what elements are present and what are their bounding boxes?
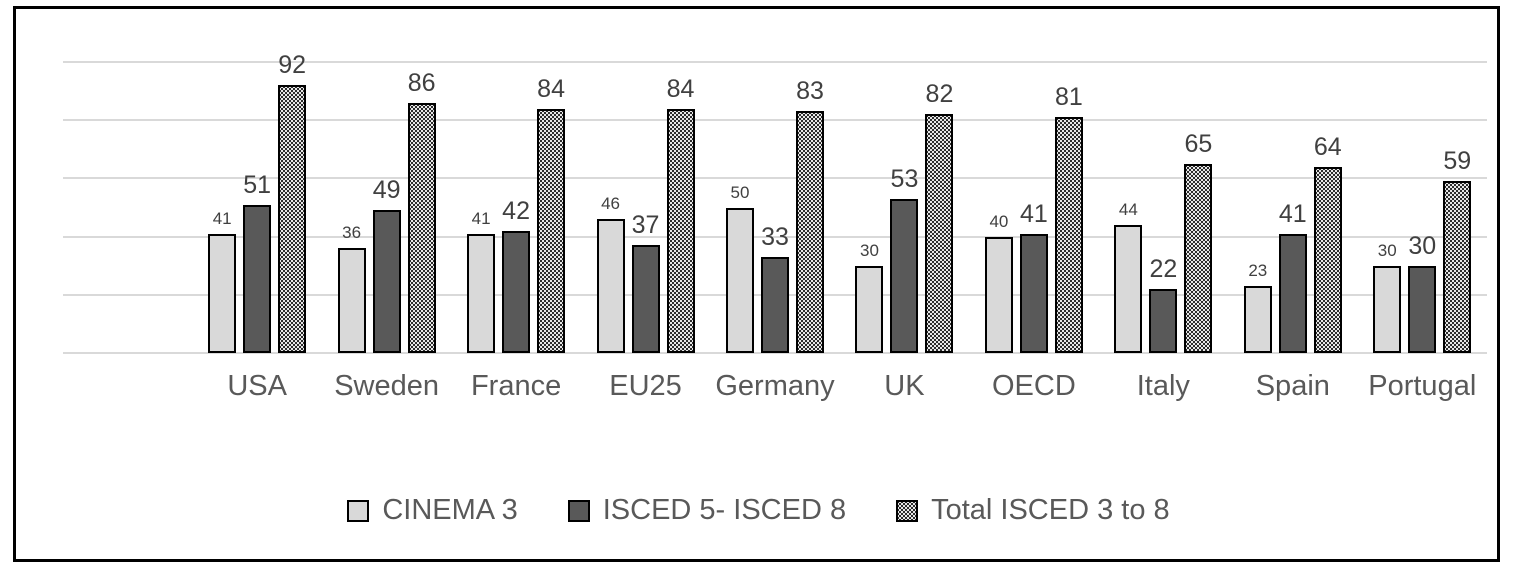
legend-label-series3: Total ISCED 3 to 8 (931, 494, 1170, 526)
legend-marker-dotted-icon (896, 499, 919, 522)
data-label-uk-series3: 82 (925, 80, 954, 109)
data-label-usa-series2: 51 (243, 170, 272, 199)
data-label-eu25-series1: 46 (601, 194, 620, 214)
gridline-80 (63, 119, 1487, 122)
data-label-usa-series1: 41 (212, 208, 232, 228)
data-label-sweden-series3: 86 (407, 68, 436, 97)
legend: CINEMA 3 ISCED 5- ISCED 8 Total ISCED 3 to… (0, 494, 1517, 527)
category-label-spain: Spain (1255, 370, 1330, 402)
data-label-eu25-series2: 37 (631, 211, 660, 240)
gridline-40 (63, 235, 1487, 238)
category-label-italy: Italy (1136, 370, 1190, 402)
category-label-uk: UK (884, 370, 925, 402)
data-label-portugal-series3: 59 (1443, 147, 1472, 176)
legend-marker-dark-icon (567, 499, 590, 522)
bar-oecd-series3 (1054, 117, 1083, 353)
bar-eu25-series2 (631, 245, 660, 353)
bar-usa-series1 (208, 233, 237, 353)
data-label-italy-series2: 22 (1149, 254, 1178, 283)
bar-germany-series2 (761, 256, 789, 353)
bar-spain-series2 (1278, 233, 1307, 353)
legend-label-series1: CINEMA 3 (382, 494, 518, 526)
data-label-france-series2: 42 (502, 196, 530, 225)
bar-uk-series2 (890, 198, 919, 353)
bar-oecd-series1 (984, 236, 1013, 353)
bar-germany-series1 (726, 207, 754, 353)
data-label-portugal-series1: 30 (1377, 240, 1397, 260)
bar-spain-series1 (1243, 286, 1272, 353)
plot-area: 41 51 92 36 49 86 41 42 84 46 37 84 50 33 83 30 53 82 40 41… (63, 53, 1487, 354)
bar-usa-series2 (243, 204, 272, 353)
data-label-germany-series2: 33 (761, 222, 789, 251)
category-label-eu25: EU25 (609, 370, 682, 402)
data-label-uk-series2: 53 (890, 164, 919, 193)
gridline-100 (63, 61, 1487, 63)
data-label-oecd-series3: 81 (1055, 83, 1083, 112)
data-label-france-series3: 84 (537, 74, 565, 103)
bar-eu25-series1 (596, 219, 625, 353)
category-label-portugal: Portugal (1368, 370, 1477, 402)
category-axis: USA Sweden France EU25 Germany UK OECD Italy Spa… (63, 370, 1487, 410)
data-label-france-series1: 41 (471, 208, 491, 228)
data-label-usa-series3: 92 (278, 51, 307, 80)
data-label-portugal-series2: 30 (1408, 231, 1437, 260)
bar-usa-series3 (278, 85, 307, 353)
data-label-sweden-series1: 36 (342, 223, 362, 243)
data-label-germany-series1: 50 (730, 182, 750, 202)
bar-portugal-series2 (1408, 265, 1437, 353)
data-label-oecd-series2: 41 (1020, 199, 1048, 228)
legend-marker-light-icon (347, 499, 370, 522)
data-label-italy-series3: 65 (1184, 129, 1213, 158)
bar-france-series2 (502, 230, 531, 353)
bar-italy-series1 (1114, 224, 1143, 353)
legend-item-series1: CINEMA 3 (347, 494, 518, 527)
data-label-germany-series3: 83 (796, 77, 824, 106)
bar-france-series1 (467, 233, 496, 353)
data-label-spain-series3: 64 (1313, 132, 1342, 161)
bar-uk-series1 (855, 265, 884, 353)
bar-sweden-series2 (372, 210, 401, 353)
bar-portugal-series1 (1373, 265, 1402, 353)
category-label-oecd: OECD (992, 370, 1076, 402)
bar-eu25-series3 (666, 108, 695, 353)
bar-italy-series2 (1149, 288, 1178, 353)
bar-uk-series3 (925, 114, 954, 353)
gridline-60 (63, 177, 1487, 180)
x-axis-line (63, 352, 1487, 354)
bar-spain-series3 (1313, 166, 1342, 353)
bar-oecd-series2 (1019, 233, 1048, 353)
legend-label-series2: ISCED 5- ISCED 8 (602, 494, 847, 526)
data-label-spain-series1: 23 (1248, 261, 1268, 281)
legend-item-series2: ISCED 5- ISCED 8 (567, 494, 847, 527)
data-label-oecd-series1: 40 (989, 211, 1009, 231)
data-label-italy-series1: 44 (1118, 199, 1138, 219)
bar-sweden-series3 (407, 102, 436, 353)
bar-sweden-series1 (337, 248, 366, 353)
data-label-uk-series1: 30 (859, 240, 879, 260)
category-label-france: France (470, 370, 562, 402)
data-label-sweden-series2: 49 (372, 176, 401, 205)
category-label-usa: USA (227, 370, 287, 402)
category-label-germany: Germany (715, 370, 835, 402)
bar-portugal-series3 (1443, 181, 1472, 353)
bar-germany-series3 (796, 111, 824, 353)
legend-item-series3: Total ISCED 3 to 8 (896, 494, 1170, 527)
data-label-eu25-series3: 84 (666, 74, 695, 103)
bar-italy-series3 (1184, 163, 1213, 353)
category-label-sweden: Sweden (334, 370, 440, 402)
bar-france-series3 (537, 108, 566, 353)
data-label-spain-series2: 41 (1278, 199, 1307, 228)
